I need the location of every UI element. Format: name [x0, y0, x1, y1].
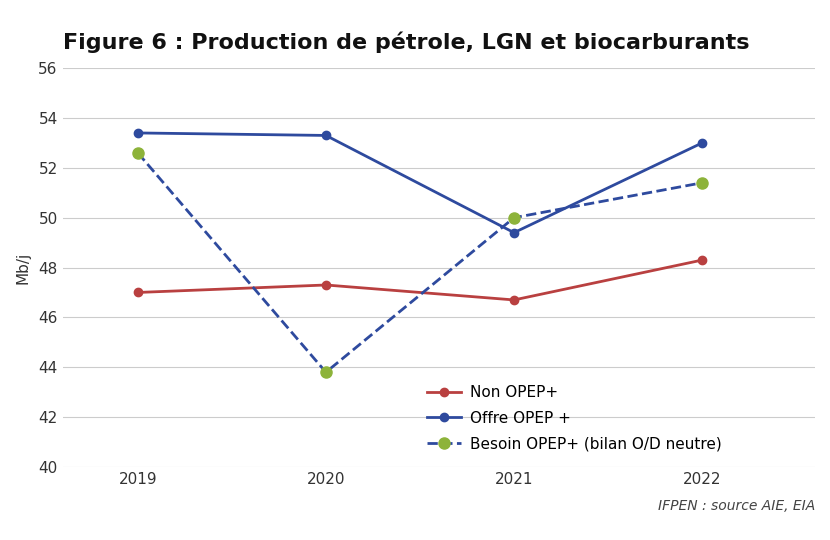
Y-axis label: Mb/j: Mb/j [15, 252, 30, 284]
Text: Figure 6 : Production de pétrole, LGN et biocarburants: Figure 6 : Production de pétrole, LGN et… [62, 31, 749, 53]
Text: IFPEN : source AIE, EIA: IFPEN : source AIE, EIA [657, 499, 815, 513]
Legend: Non OPEP+, Offre OPEP +, Besoin OPEP+ (bilan O/D neutre): Non OPEP+, Offre OPEP +, Besoin OPEP+ (b… [427, 385, 721, 451]
